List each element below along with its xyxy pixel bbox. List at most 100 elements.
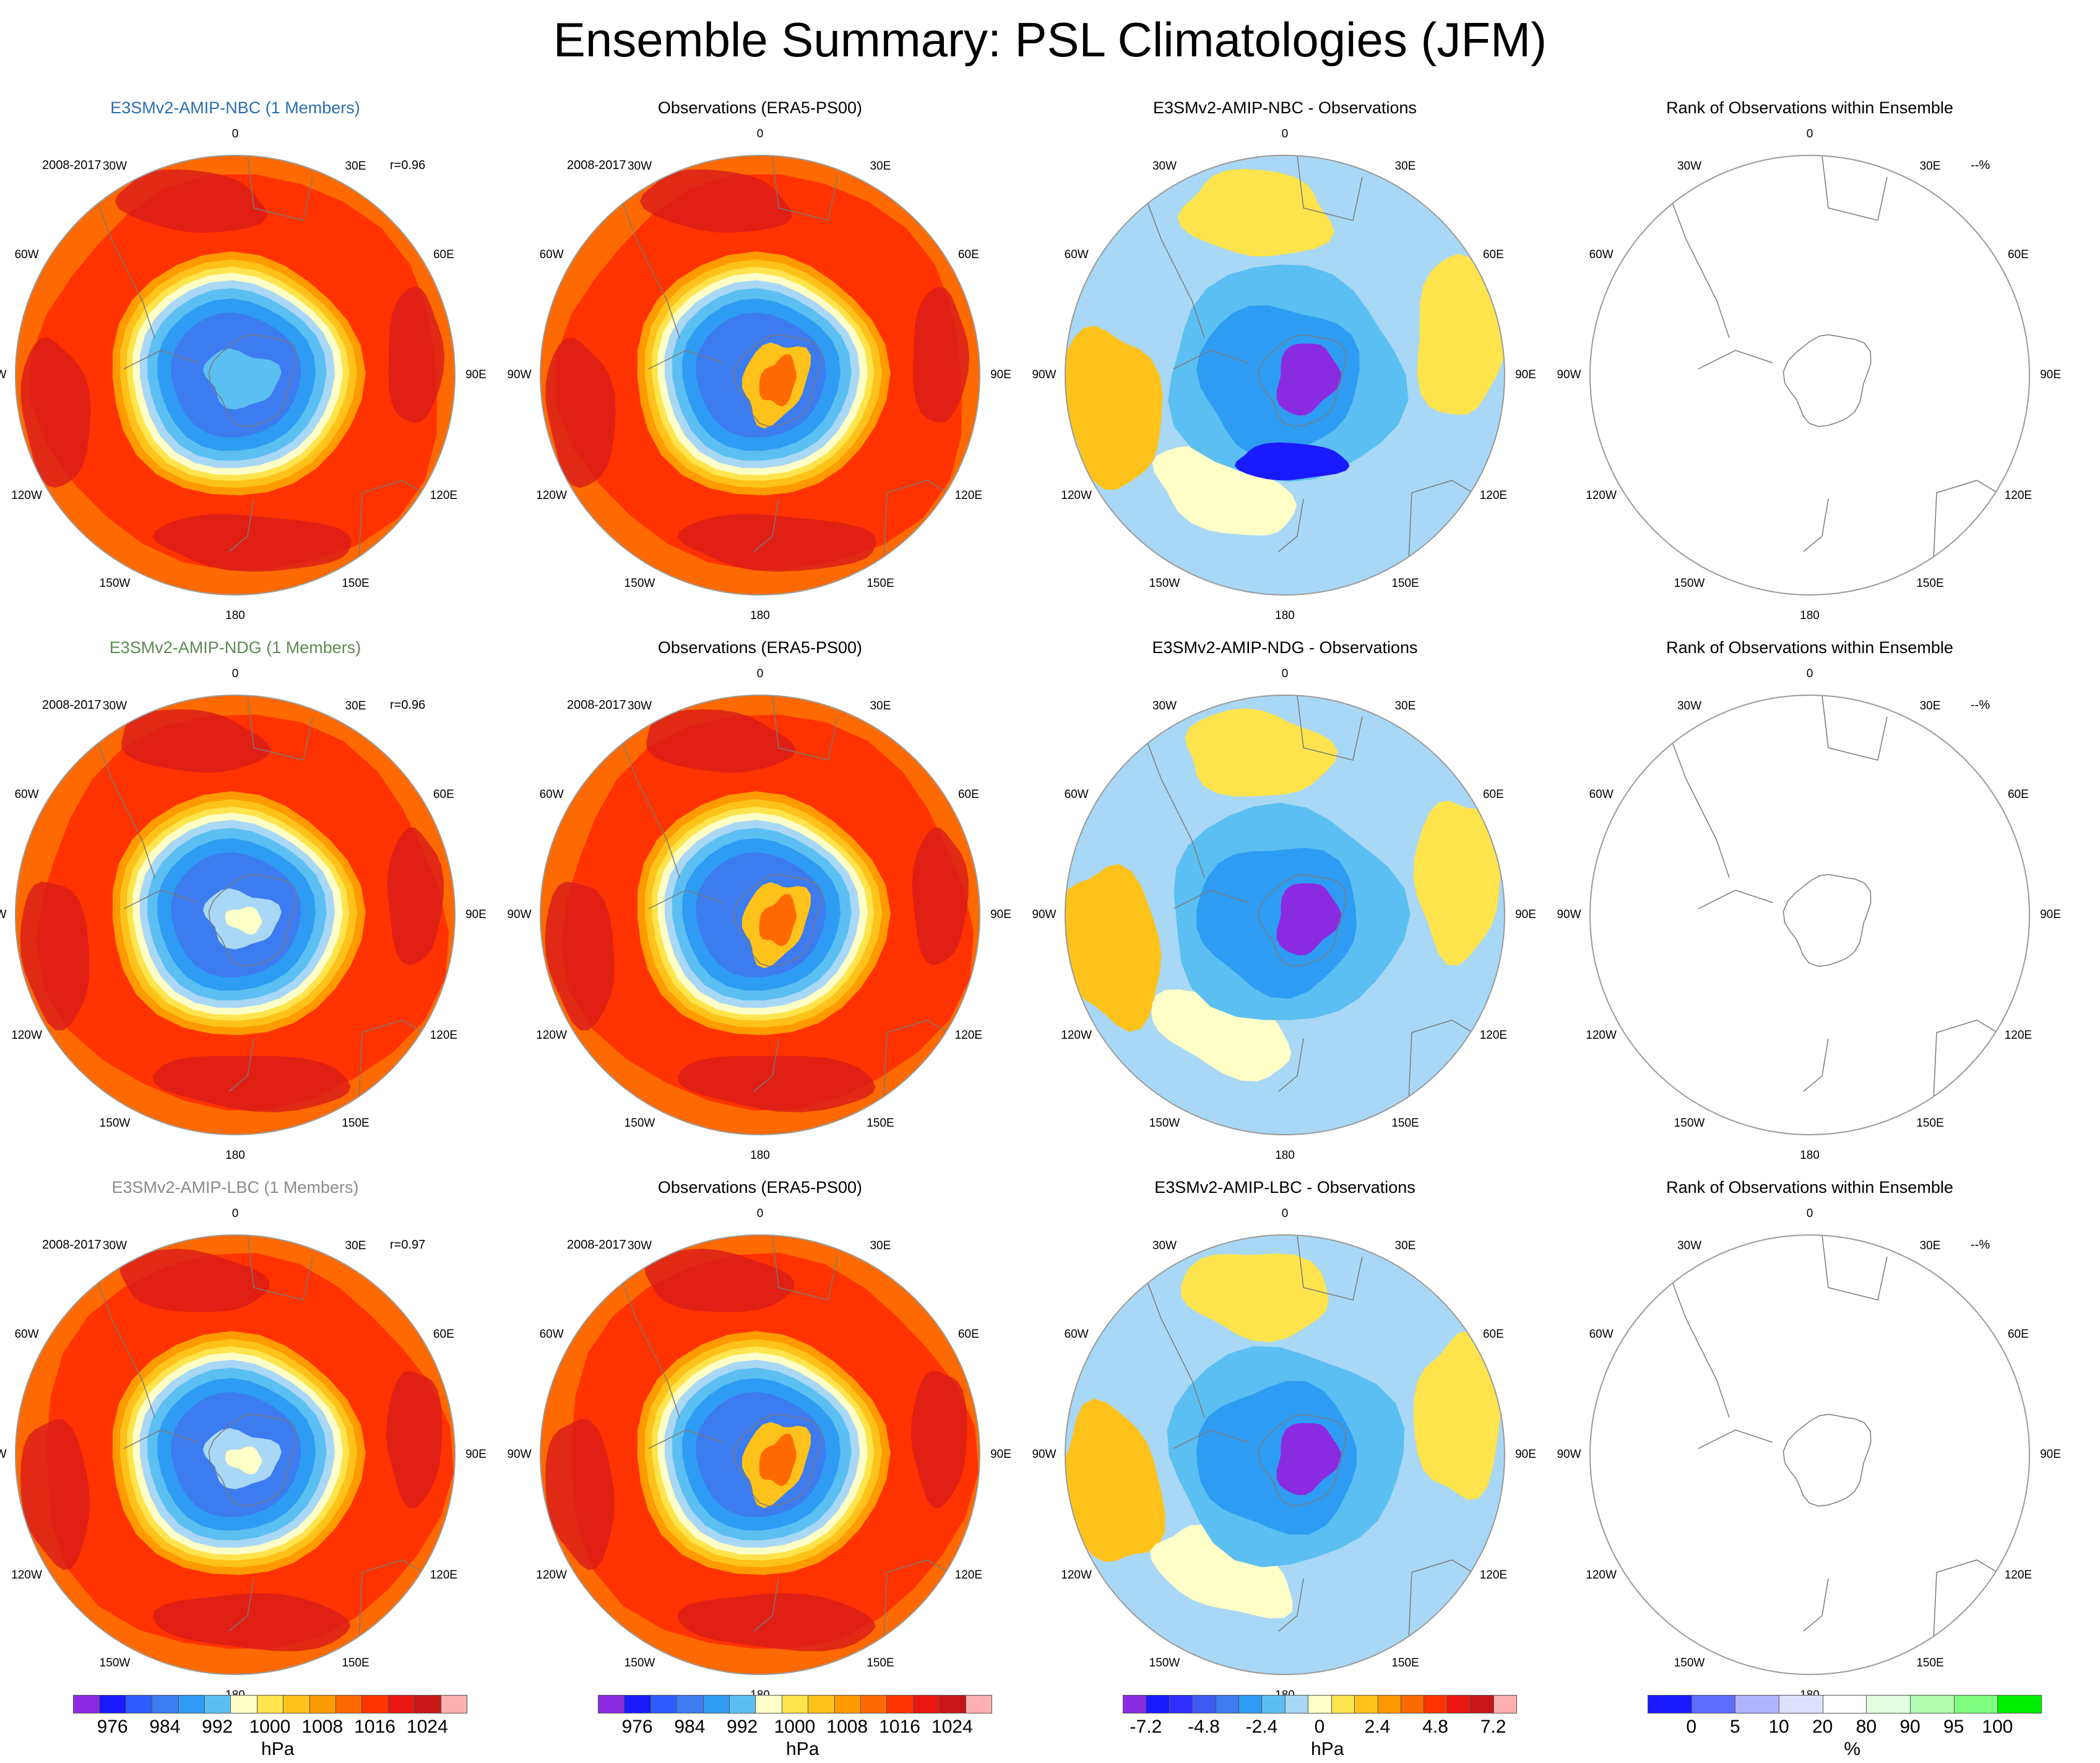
lon-label-60e: 60E [433, 1327, 454, 1341]
colorbar-swatch [1424, 1695, 1448, 1713]
lon-label-0: 0 [756, 1207, 764, 1220]
row3-model-map-coastline-1 [208, 1414, 297, 1507]
row1-diff-map-positive-anomaly-4 [1152, 446, 1297, 535]
row2-obs-map-coastline-5 [883, 1020, 959, 1101]
row1-diff-map-positive-anomaly-3 [1065, 326, 1163, 490]
lon-label-90w: 90W [1032, 1448, 1056, 1461]
row1-rank-map-map-boundary [1589, 155, 2030, 596]
row2-obs-map-high-cell-1 [646, 709, 796, 773]
lon-label-120w: 120W [11, 488, 42, 502]
lon-label-60w: 60W [1589, 248, 1614, 261]
period-label: 2008-2017 [42, 698, 102, 712]
colorbar-swatch [1470, 1695, 1494, 1713]
row2-rank-map-coastline-1 [1782, 874, 1872, 967]
lon-label-120w: 120W [1061, 488, 1092, 502]
colorbar-tick-label: 80 [1856, 1717, 1877, 1737]
lon-label-180: 180 [1800, 1149, 1820, 1162]
row1-model-map-coastline-4 [247, 155, 313, 221]
row3-diff-map: E3SMv2-AMIP-LBC - Observations 0 30E 60E 90E… [1032, 1177, 1536, 1702]
lon-label-0: 0 [1281, 1207, 1289, 1220]
colorbar-tick-label: 1000 [249, 1717, 291, 1737]
row1-obs-map-coastline-1 [733, 334, 822, 427]
row2-model-map: E3SMv2-AMIP-NDG (1 Members) 0 30E 60E 90E 120… [0, 638, 486, 1162]
row1-rank-map-coastline-4 [1821, 155, 1888, 221]
colorbar-units: hPa [786, 1739, 819, 1759]
row1-obs-map-svg [540, 155, 980, 596]
row3-obs-map-coastline-4 [772, 1235, 838, 1301]
row2-model-map-title: E3SMv2-AMIP-NDG (1 Members) [109, 638, 361, 657]
row1-model-map-coastline-3 [92, 189, 155, 339]
row1-obs-map-title: Observations (ERA5-PS00) [657, 98, 863, 117]
colorbar-swatch [361, 1695, 389, 1713]
colorbar-tick-label: 1024 [931, 1717, 973, 1737]
row3-obs-map-high-cell-4 [677, 1593, 876, 1652]
colorbar-tick-label: 7.2 [1480, 1717, 1506, 1737]
colorbar-swatch [1735, 1695, 1779, 1713]
figure-title: Ensemble Summary: PSL Climatologies (JFM… [553, 12, 1547, 67]
lon-label-150w: 150W [1149, 1656, 1180, 1670]
lon-label-30w: 30W [627, 700, 652, 713]
row2-obs-map-title: Observations (ERA5-PS00) [657, 638, 863, 657]
row2-rank-map: Rank of Observations within Ensemble 0 30E… [1557, 638, 2060, 1162]
colorbar-2: 976 984 992 1000 1008 1016 1024 hPa [598, 1695, 992, 1762]
lon-label-30e: 30E [870, 160, 891, 173]
row3-obs-map-map-boundary [540, 1234, 980, 1675]
lon-label-90w: 90W [0, 908, 7, 921]
lon-label-90e: 90E [1515, 1448, 1536, 1461]
row1-model-map-high-cell-2 [388, 286, 445, 423]
lon-label-90e: 90E [465, 908, 486, 921]
lon-label-60e: 60E [1482, 1327, 1504, 1341]
row3-diff-map-coastline-5 [1408, 1559, 1484, 1641]
row3-rank-map-coastline-4 [1821, 1235, 1888, 1301]
colorbar-swatch [230, 1695, 257, 1713]
lon-label-60e: 60E [957, 787, 979, 801]
colorbar-swatch [1866, 1695, 1911, 1713]
lon-label-90w: 90W [507, 1448, 532, 1461]
lon-label-90e: 90E [2040, 908, 2061, 921]
row1-model-map-map-boundary [15, 155, 456, 596]
row2-diff-map-svg [1065, 695, 1505, 1135]
row3-rank-map-coastline-6 [1803, 1578, 1829, 1632]
row3-diff-map-positive-anomaly-3 [1065, 1398, 1165, 1562]
lon-label-180: 180 [225, 1149, 245, 1162]
colorbar-swatch [1691, 1695, 1736, 1713]
lon-label-120e: 120E [954, 1568, 983, 1582]
lon-label-150w: 150W [1674, 1656, 1705, 1670]
row1-obs-map-high-cell-1 [639, 169, 793, 233]
lon-label-150w: 150W [1674, 1116, 1705, 1130]
lon-label-120w: 120W [1586, 1568, 1617, 1582]
lon-label-0: 0 [1281, 667, 1289, 680]
colorbar-tick-label: 0 [1686, 1717, 1696, 1737]
row2-model-map-coastline-1 [208, 874, 297, 967]
lon-label-60e: 60E [957, 1327, 979, 1341]
row3-obs-map-coastline-6 [753, 1578, 779, 1632]
row3-obs-map-high-cell-3 [545, 1419, 615, 1570]
lon-label-90w: 90W [1557, 368, 1581, 381]
lon-label-90w: 90W [507, 908, 532, 921]
row3-diff-map-coastline-3 [1142, 1268, 1205, 1418]
colorbar-tick-label: 1016 [879, 1717, 920, 1737]
row1-diff-map-map-boundary [1065, 155, 1505, 596]
colorbar-swatch [702, 1695, 730, 1713]
lon-label-60e: 60E [957, 248, 979, 261]
row2-obs-map-coastline-6 [753, 1038, 779, 1092]
row2-obs-map-coastline-4 [772, 695, 838, 761]
colorbar-tick-label: 95 [1943, 1717, 1964, 1737]
lon-label-30e: 30E [1394, 1239, 1416, 1253]
row2-diff-map-coastline-6 [1278, 1038, 1304, 1092]
lon-label-60e: 60E [433, 248, 454, 261]
row1-obs-map-high-cell-4 [677, 514, 876, 572]
colorbar-swatch [335, 1695, 363, 1713]
lon-label-150e: 150E [342, 1116, 369, 1130]
lon-label-30e: 30E [1919, 700, 1941, 713]
row3-diff-map-coastline-4 [1297, 1235, 1363, 1301]
row2-obs-map: Observations (ERA5-PS00) 0 30E 60E 90E 120E 15… [507, 638, 1011, 1162]
lon-label-150e: 150E [1391, 1116, 1419, 1130]
row1-model-map-coastline-2 [123, 350, 199, 370]
lon-label-180: 180 [1275, 609, 1295, 622]
row3-model-map-coastline-3 [92, 1268, 155, 1418]
period-label: 2008-2017 [567, 158, 626, 172]
row2-rank-map-coastline-4 [1821, 695, 1888, 761]
colorbar-swatch [1446, 1695, 1471, 1713]
row3-rank-map-coastline-3 [1667, 1268, 1730, 1418]
